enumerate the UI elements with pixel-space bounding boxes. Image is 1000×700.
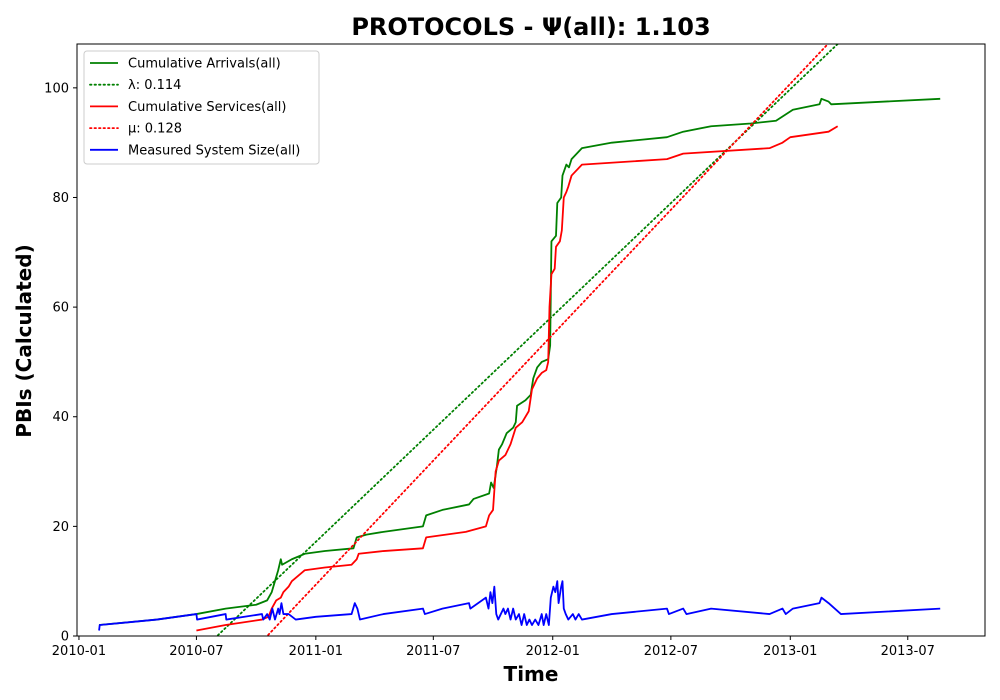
legend-box xyxy=(83,50,320,165)
legend-label: μ: 0.128 xyxy=(128,122,182,137)
legend-label: Cumulative Services(all) xyxy=(128,100,286,115)
x-tick-label: 2011-07 xyxy=(406,644,460,659)
x-axis-label: Time xyxy=(504,662,559,686)
y-tick-label: 20 xyxy=(52,520,69,535)
x-tick-label: 2012-01 xyxy=(526,644,580,659)
legend: Cumulative Arrivals(all) λ: 0.114 Cumulati… xyxy=(83,50,320,165)
y-axis-label: PBIs (Calculated) xyxy=(12,244,36,437)
series-line-3 xyxy=(265,44,829,636)
x-tick-label: 2013-01 xyxy=(763,644,817,659)
y-tick-label: 40 xyxy=(52,410,69,425)
series-line-4 xyxy=(98,580,941,631)
y-tick-label: 80 xyxy=(52,191,69,206)
plot-area xyxy=(76,43,986,637)
y-tick-label: 100 xyxy=(44,81,69,96)
plot-frame xyxy=(76,43,986,637)
series-line-0 xyxy=(98,97,941,626)
legend-label: Measured System Size(all) xyxy=(128,143,300,158)
x-tick-label: 2012-07 xyxy=(644,644,698,659)
x-tick-label: 2011-01 xyxy=(289,644,343,659)
x-axis: 2010-01 2010-07 2011-01 2011-07 2012-01 2012-… xyxy=(52,636,935,659)
x-tick-label: 2013-07 xyxy=(881,644,935,659)
chart-title: PROTOCOLS - Ψ(all): 1.103 xyxy=(351,13,710,41)
series-line-2 xyxy=(196,125,839,632)
x-tick-label: 2010-07 xyxy=(169,644,223,659)
legend-label: λ: 0.114 xyxy=(128,78,181,93)
y-axis: 0 20 40 60 80 100 xyxy=(44,81,77,645)
y-tick-label: 60 xyxy=(52,301,69,316)
legend-label: Cumulative Arrivals(all) xyxy=(128,57,281,72)
y-tick-label: 0 xyxy=(61,630,69,645)
x-tick-label: 2010-01 xyxy=(52,644,106,659)
